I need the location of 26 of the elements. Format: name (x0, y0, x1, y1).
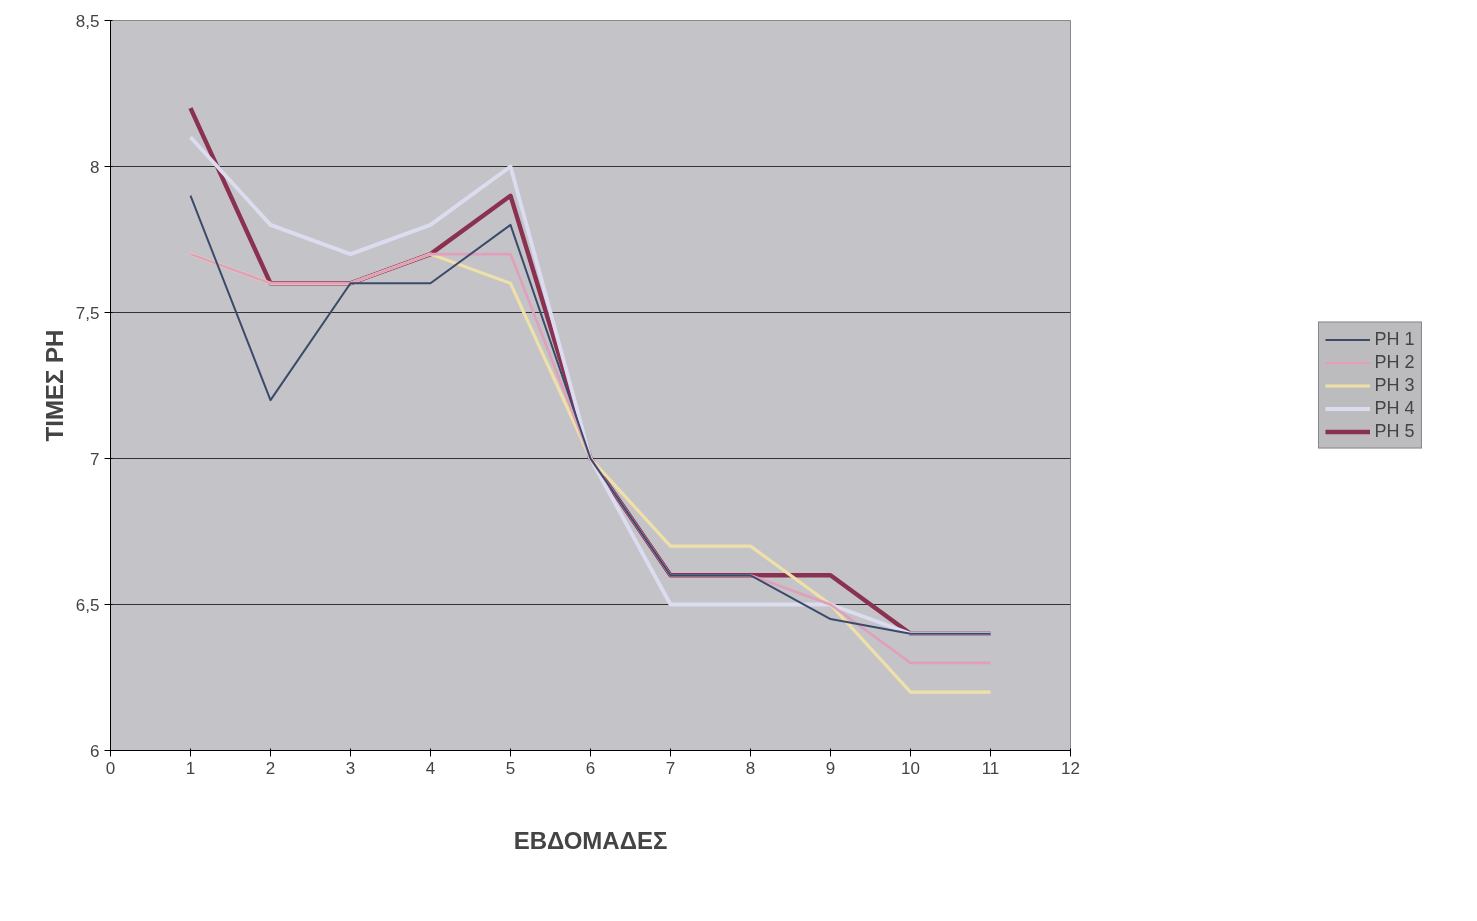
legend-label: PH 5 (1374, 420, 1415, 442)
legend-label: PH 4 (1374, 397, 1415, 419)
y-tick-label: 7,5 (75, 303, 100, 323)
x-tick-label: 2 (265, 758, 276, 778)
x-axis-title: ΕΒΔΟΜΑΔΕΣ (513, 826, 668, 854)
y-axis-title: ΤΙΜΕΣ PH (40, 329, 68, 442)
x-tick-label: 10 (901, 758, 920, 778)
x-tick-label: 4 (425, 758, 436, 778)
x-tick-label: 1 (185, 758, 196, 778)
y-tick-label: 8,5 (75, 11, 100, 31)
y-tick-label: 7 (90, 449, 100, 469)
y-tick-label: 6 (90, 741, 100, 761)
x-tick-label: 0 (105, 758, 116, 778)
legend-label: PH 3 (1374, 374, 1415, 396)
x-tick-label: 3 (345, 758, 356, 778)
x-tick-label: 8 (745, 758, 756, 778)
x-tick-label: 9 (825, 758, 836, 778)
legend-label: PH 1 (1374, 328, 1415, 350)
x-tick-label: 11 (981, 758, 1000, 778)
legend-label: PH 2 (1374, 351, 1415, 373)
x-tick-label: 5 (505, 758, 516, 778)
y-tick-label: 6,5 (75, 595, 100, 615)
x-tick-label: 12 (1061, 758, 1080, 778)
x-tick-label: 6 (585, 758, 596, 778)
x-tick-label: 7 (665, 758, 676, 778)
y-tick-label: 8 (90, 157, 100, 177)
